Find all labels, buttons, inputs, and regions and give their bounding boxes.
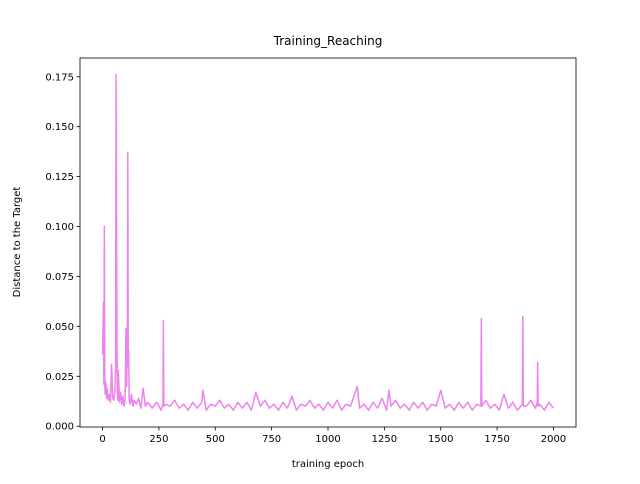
x-tick-label: 2000 (541, 434, 566, 445)
x-tick-label: 1250 (372, 434, 397, 445)
x-tick-label: 500 (206, 434, 225, 445)
y-tick-label: 0.000 (45, 422, 74, 433)
y-tick-label: 0.175 (45, 72, 74, 83)
plot-frame (79, 57, 577, 428)
y-tick-label: 0.050 (45, 322, 74, 333)
x-tick-label: 1500 (428, 434, 453, 445)
x-tick-label: 0 (99, 434, 105, 445)
data-line (101, 74, 555, 411)
x-tick-label: 1000 (315, 434, 340, 445)
y-tick-label: 0.025 (45, 372, 74, 383)
x-tick-label: 250 (149, 434, 168, 445)
x-tick-label: 1750 (484, 434, 509, 445)
y-axis-label: Distance to the Target (12, 187, 23, 298)
chart-title: Training_Reaching (273, 34, 383, 48)
y-tick-label: 0.125 (45, 172, 74, 183)
y-tick-label: 0.100 (45, 222, 74, 233)
y-tick-label: 0.150 (45, 122, 74, 133)
x-axis-label: training epoch (292, 459, 364, 470)
x-tick-label: 750 (262, 434, 281, 445)
y-tick-label: 0.075 (45, 272, 74, 283)
